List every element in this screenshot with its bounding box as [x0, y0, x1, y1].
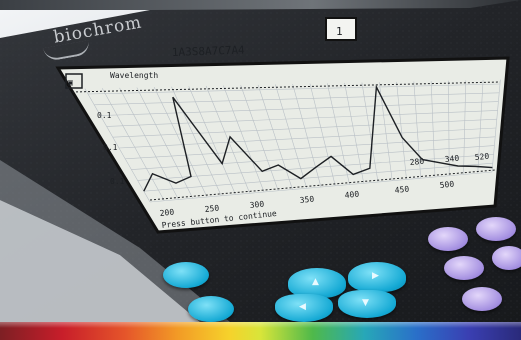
grid-line: [149, 171, 493, 203]
mode-indicator: 1: [336, 25, 343, 38]
left-function-button-2[interactable]: [188, 296, 234, 322]
grid-line: [112, 118, 497, 138]
keypad-button-4[interactable]: [492, 246, 521, 270]
grid-line: [477, 79, 484, 174]
grid-line: [491, 79, 501, 173]
grid-line: [223, 85, 265, 193]
grid-line: [106, 110, 498, 127]
spectrum-color-band: [0, 322, 521, 340]
lcd-menu-icon: [65, 73, 83, 89]
spectrum-band-highlight: [0, 322, 521, 328]
peak-label: 340: [444, 154, 459, 164]
x-tick-label: 200: [159, 208, 174, 218]
spectrum-line: [143, 84, 493, 192]
left-function-button-1[interactable]: [163, 262, 209, 288]
nav-pad-right[interactable]: ▶: [348, 262, 406, 292]
grid-line: [396, 81, 407, 180]
arrow-down-icon: ▼: [362, 298, 369, 308]
keypad-button-2[interactable]: [476, 217, 516, 241]
grid-line: [361, 82, 379, 183]
nav-pad-up[interactable]: ▲: [288, 268, 346, 298]
grid-line: [171, 86, 222, 196]
lcd-icon-glyph: ▣: [68, 78, 73, 87]
x-tick-label: 350: [299, 195, 314, 205]
grid-line: [153, 86, 208, 198]
top-edge: [0, 0, 521, 10]
chart-grid: [84, 79, 501, 203]
y-tick-label: 0.1: [97, 111, 112, 120]
grid-line: [378, 82, 393, 181]
grid-line: [188, 86, 236, 195]
y-tick-label: 0.1: [103, 143, 118, 152]
grid-line: [309, 83, 336, 186]
grid-line: [100, 101, 499, 116]
grid-line: [94, 92, 500, 106]
keypad-button-5[interactable]: [462, 287, 502, 311]
grid-line: [101, 88, 165, 201]
x-tick-label: 450: [394, 185, 409, 195]
grid-line: [430, 81, 436, 178]
nav-pad-left[interactable]: ◀: [275, 294, 333, 322]
keypad-button-3[interactable]: [444, 256, 484, 280]
arrow-right-icon: ▶: [372, 271, 379, 281]
grid-line: [344, 82, 365, 184]
x-tick-label: 400: [344, 190, 359, 200]
grid-line: [205, 85, 251, 194]
grid-line: [84, 88, 151, 203]
nav-pad-down[interactable]: ▼: [338, 290, 396, 318]
grid-line: [125, 136, 496, 160]
arrow-up-icon: ▲: [312, 277, 319, 287]
peak-label: 520: [474, 152, 489, 162]
grid-line: [413, 81, 422, 179]
peak-label: 280: [409, 157, 424, 167]
arrow-left-icon: ◀: [299, 302, 306, 312]
keypad-button-1[interactable]: [428, 227, 468, 251]
grid-line: [118, 127, 497, 149]
grid-line: [448, 80, 450, 176]
grid-line: [275, 84, 308, 189]
grid-line: [240, 85, 279, 191]
grid-line: [131, 145, 495, 170]
grid-line: [143, 162, 493, 192]
serial-number: 1A3S8A7C7A4: [172, 43, 246, 59]
grid-line: [292, 84, 322, 188]
y-tick-label: 0.1: [110, 177, 125, 186]
x-tick-label: 250: [204, 204, 219, 214]
mode-indicator-box: [325, 17, 357, 41]
x-tick-label: 500: [439, 180, 454, 190]
lcd-content: [71, 79, 501, 203]
grid-line: [257, 84, 293, 190]
grid-line: [463, 80, 467, 175]
lcd-header-text: Wavelength: [110, 71, 158, 80]
grid-line: [87, 83, 501, 95]
x-tick-label: 300: [249, 200, 264, 210]
